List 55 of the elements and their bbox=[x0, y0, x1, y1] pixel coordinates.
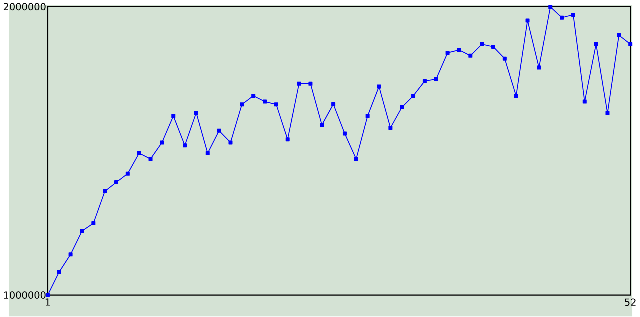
point bbox=[148, 157, 153, 162]
point bbox=[206, 152, 210, 156]
point bbox=[412, 94, 416, 98]
point bbox=[80, 229, 84, 234]
point bbox=[183, 144, 188, 148]
point bbox=[240, 102, 244, 107]
point bbox=[400, 106, 404, 110]
y-tick-label: 2000000 bbox=[4, 3, 46, 11]
point bbox=[491, 45, 496, 50]
point bbox=[628, 42, 633, 47]
point bbox=[571, 13, 576, 18]
point bbox=[92, 222, 96, 226]
point bbox=[217, 129, 222, 134]
point bbox=[103, 190, 108, 194]
point bbox=[480, 42, 484, 47]
point bbox=[137, 152, 142, 156]
point bbox=[332, 102, 336, 107]
point bbox=[468, 54, 473, 58]
point bbox=[560, 16, 564, 20]
point bbox=[582, 100, 587, 104]
point bbox=[446, 51, 450, 56]
point bbox=[606, 111, 610, 116]
point bbox=[308, 82, 313, 86]
x-tick-label: 1 bbox=[46, 298, 50, 306]
point bbox=[286, 138, 290, 142]
point bbox=[377, 84, 382, 89]
point bbox=[526, 18, 530, 23]
point bbox=[422, 79, 427, 84]
point bbox=[160, 140, 164, 145]
point bbox=[252, 94, 256, 98]
x-tick-label: 52 bbox=[625, 298, 636, 306]
point bbox=[126, 172, 130, 176]
point bbox=[342, 132, 347, 136]
point bbox=[114, 180, 118, 185]
point bbox=[388, 126, 393, 130]
point bbox=[594, 42, 598, 47]
point bbox=[57, 270, 62, 274]
point bbox=[274, 102, 278, 107]
point bbox=[537, 66, 542, 70]
point bbox=[502, 56, 507, 61]
point bbox=[297, 82, 302, 86]
point bbox=[263, 100, 268, 104]
point bbox=[68, 252, 73, 257]
point bbox=[172, 114, 176, 118]
point bbox=[354, 157, 358, 162]
point bbox=[434, 77, 438, 82]
point bbox=[514, 94, 518, 98]
point bbox=[617, 34, 622, 38]
point bbox=[548, 5, 553, 10]
point bbox=[194, 111, 198, 116]
point bbox=[366, 114, 370, 118]
y-tick-label: 1000000 bbox=[4, 292, 46, 300]
point bbox=[228, 140, 233, 145]
point bbox=[457, 48, 462, 52]
point bbox=[320, 123, 324, 128]
